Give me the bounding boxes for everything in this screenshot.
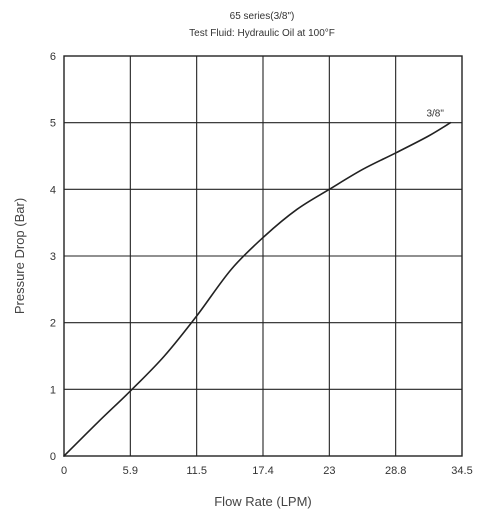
series-label: 3/8" [426,109,444,120]
y-tick-label: 6 [50,51,56,63]
y-tick-label: 2 [50,318,56,330]
y-tick-label: 0 [50,451,56,463]
x-tick-label: 28.8 [385,465,406,477]
chart-subtitle: Test Fluid: Hydraulic Oil at 100°F [189,28,335,39]
x-tick-label: 17.4 [252,465,273,477]
plot-frame [63,55,463,457]
y-tick-label: 4 [50,184,56,196]
y-axis-label: Pressure Drop (Bar) [12,198,27,314]
chart-title: 65 series(3/8") [230,11,295,22]
y-tick-label: 5 [50,118,56,130]
x-tick-label: 0 [61,465,67,477]
x-tick-label: 5.9 [123,465,138,477]
series-layer: 3/8" [63,109,452,457]
x-tick-label: 11.5 [186,465,207,477]
x-tick-label: 34.5 [451,465,472,477]
x-tick-label: 23 [323,465,335,477]
x-axis-label: Flow Rate (LPM) [214,494,312,509]
grid-lines [64,56,462,456]
series-line [63,121,452,457]
y-tick-label: 1 [50,384,56,396]
y-tick-label: 3 [50,251,56,263]
